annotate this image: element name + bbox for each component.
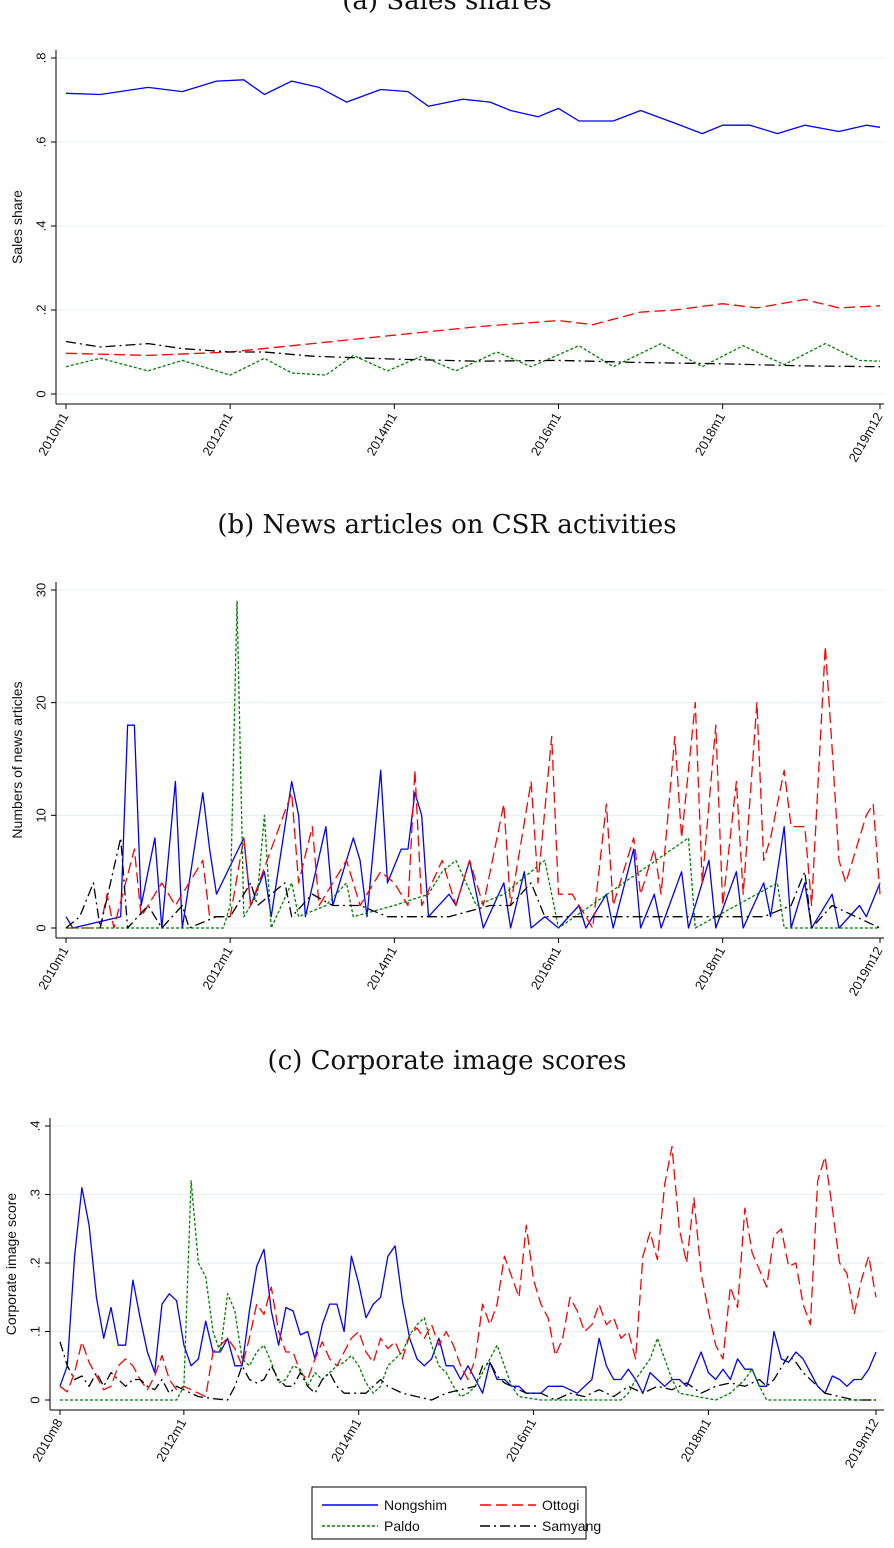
series-line-b-samyang — [65, 837, 881, 929]
legend-label-samyang: Samyang — [542, 1518, 601, 1534]
y-tick-label-c-2: .2 — [27, 1258, 42, 1269]
legend-label-paldo: Paldo — [384, 1518, 420, 1534]
y-tick-label-a-0: 0 — [33, 390, 48, 397]
series-line-c-ottogi — [59, 1145, 877, 1398]
legend-label-ottogi: Ottogi — [542, 1497, 579, 1513]
panel-b: 0 10 20 30 2010m1 2012m1 2014m1 2016m1 2018m1 201… — [9, 582, 886, 998]
y-axis-title-a: Sales share — [9, 190, 25, 264]
panel-c: 0 .1 .2 .3 .4 2010m8 2012m1 2014m1 2016m1 2018m1 2… — [3, 1118, 884, 1470]
series-line-a-ottogi — [65, 298, 881, 357]
y-tick-label-b-0: 0 — [33, 924, 48, 931]
panel-b-title: (b) News articles on CSR activities — [217, 510, 677, 540]
panel-a: 0 .2 .4 .6 .8 2010m1 2012m1 2014m1 2016m1 2018m1 2… — [9, 50, 886, 464]
y-tick-label-c-3: .3 — [27, 1189, 42, 1200]
series-line-a-nongshim — [65, 79, 881, 135]
y-tick-label-c-1: .1 — [27, 1326, 42, 1337]
y-tick-label-a-4: .8 — [33, 53, 48, 64]
x-tick-label-b-3: 2016m1 — [528, 944, 564, 992]
y-tick-label-c-4: .4 — [27, 1121, 42, 1132]
y-tick-label-b-2: 20 — [33, 695, 48, 709]
x-tick-label-b-4: 2018m1 — [692, 944, 728, 992]
x-tick-label-c-5: 2019m12 — [841, 1416, 881, 1470]
x-tick-label-b-1: 2012m1 — [199, 944, 235, 992]
series-line-b-nongshim — [65, 724, 881, 929]
x-tick-label-c-2: 2014m1 — [328, 1416, 364, 1464]
x-tick-label-c-3: 2016m1 — [503, 1416, 539, 1464]
series-line-c-nongshim — [59, 1187, 877, 1394]
x-tick-label-c-4: 2018m1 — [678, 1416, 714, 1464]
legend-label-nongshim: Nongshim — [384, 1497, 447, 1513]
series-line-a-paldo — [65, 342, 881, 376]
x-tick-label-a-4: 2018m1 — [692, 410, 728, 458]
y-axis-title-c: Corporate image score — [3, 1193, 19, 1336]
legend: Nongshim Ottogi Paldo Samyang — [311, 1486, 601, 1540]
series-line-c-samyang — [59, 1341, 876, 1401]
x-tick-label-a-2: 2014m1 — [363, 410, 399, 458]
x-tick-label-a-1: 2012m1 — [199, 410, 235, 458]
x-tick-label-c-0: 2010m8 — [29, 1416, 65, 1464]
y-tick-label-a-2: .4 — [33, 221, 48, 232]
series-line-a-samyang — [65, 340, 881, 368]
y-tick-label-a-3: .6 — [33, 137, 48, 148]
legend-box — [311, 1486, 587, 1540]
panel-a-title: (a) Sales shares — [342, 0, 552, 16]
y-tick-label-a-1: .2 — [33, 305, 48, 316]
x-tick-label-b-0: 2010m1 — [35, 944, 71, 992]
panel-c-title: (c) Corporate image scores — [267, 1046, 627, 1076]
x-tick-label-c-1: 2012m1 — [153, 1416, 189, 1464]
x-tick-label-a-0: 2010m1 — [35, 410, 71, 458]
y-tick-label-b-1: 10 — [33, 808, 48, 822]
x-tick-label-a-5: 2019m12 — [845, 410, 885, 464]
series-line-b-ottogi — [66, 645, 881, 929]
y-axis-title-b: Numbers of news articles — [9, 681, 25, 838]
x-tick-label-b-5: 2019m12 — [845, 944, 885, 998]
y-tick-label-c-0: 0 — [27, 1396, 42, 1403]
x-tick-label-b-2: 2014m1 — [363, 944, 399, 992]
series-line-c-paldo — [60, 1180, 876, 1401]
x-tick-label-a-3: 2016m1 — [528, 410, 564, 458]
y-tick-label-b-3: 30 — [33, 583, 48, 597]
